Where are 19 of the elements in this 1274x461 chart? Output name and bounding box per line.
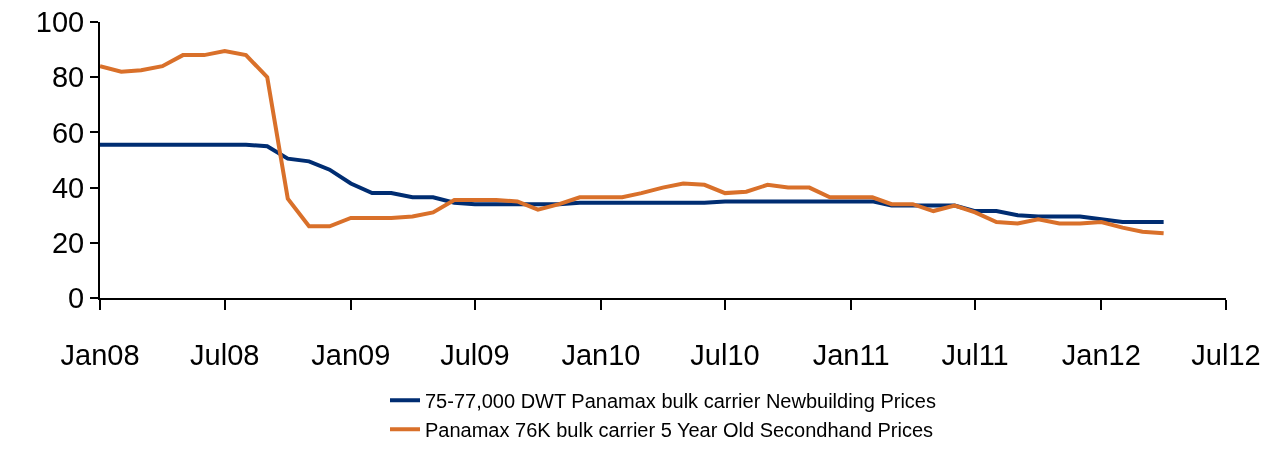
y-tick-label: 40 [51, 171, 85, 204]
x-tick-label: Jan09 [311, 338, 391, 371]
x-tick-label: Jan10 [561, 338, 641, 371]
y-tick-label: 100 [35, 6, 85, 39]
y-tick-label: 60 [51, 116, 85, 149]
x-tick-label: Jul08 [190, 338, 260, 371]
x-tick-label: Jan11 [812, 338, 890, 371]
legend-label: 75-77,000 DWT Panamax bulk carrier Newbuilding Prices [425, 390, 936, 413]
x-tick-label: Jan08 [60, 338, 140, 371]
x-tick-label: Jul10 [690, 338, 760, 371]
x-tick-label: Jul11 [941, 338, 1009, 371]
x-tick-label: Jan12 [1061, 338, 1141, 371]
legend-label: Panamax 76K bulk carrier 5 Year Old Secondhand Prices [425, 419, 934, 442]
x-tick-label: Jul09 [440, 338, 510, 371]
line-series [100, 48, 1166, 236]
y-tick-label: 20 [51, 226, 85, 259]
y-tick-label: 80 [51, 61, 85, 94]
x-tick-label: Jul12 [1191, 338, 1261, 371]
y-tick-label: 0 [68, 282, 85, 315]
